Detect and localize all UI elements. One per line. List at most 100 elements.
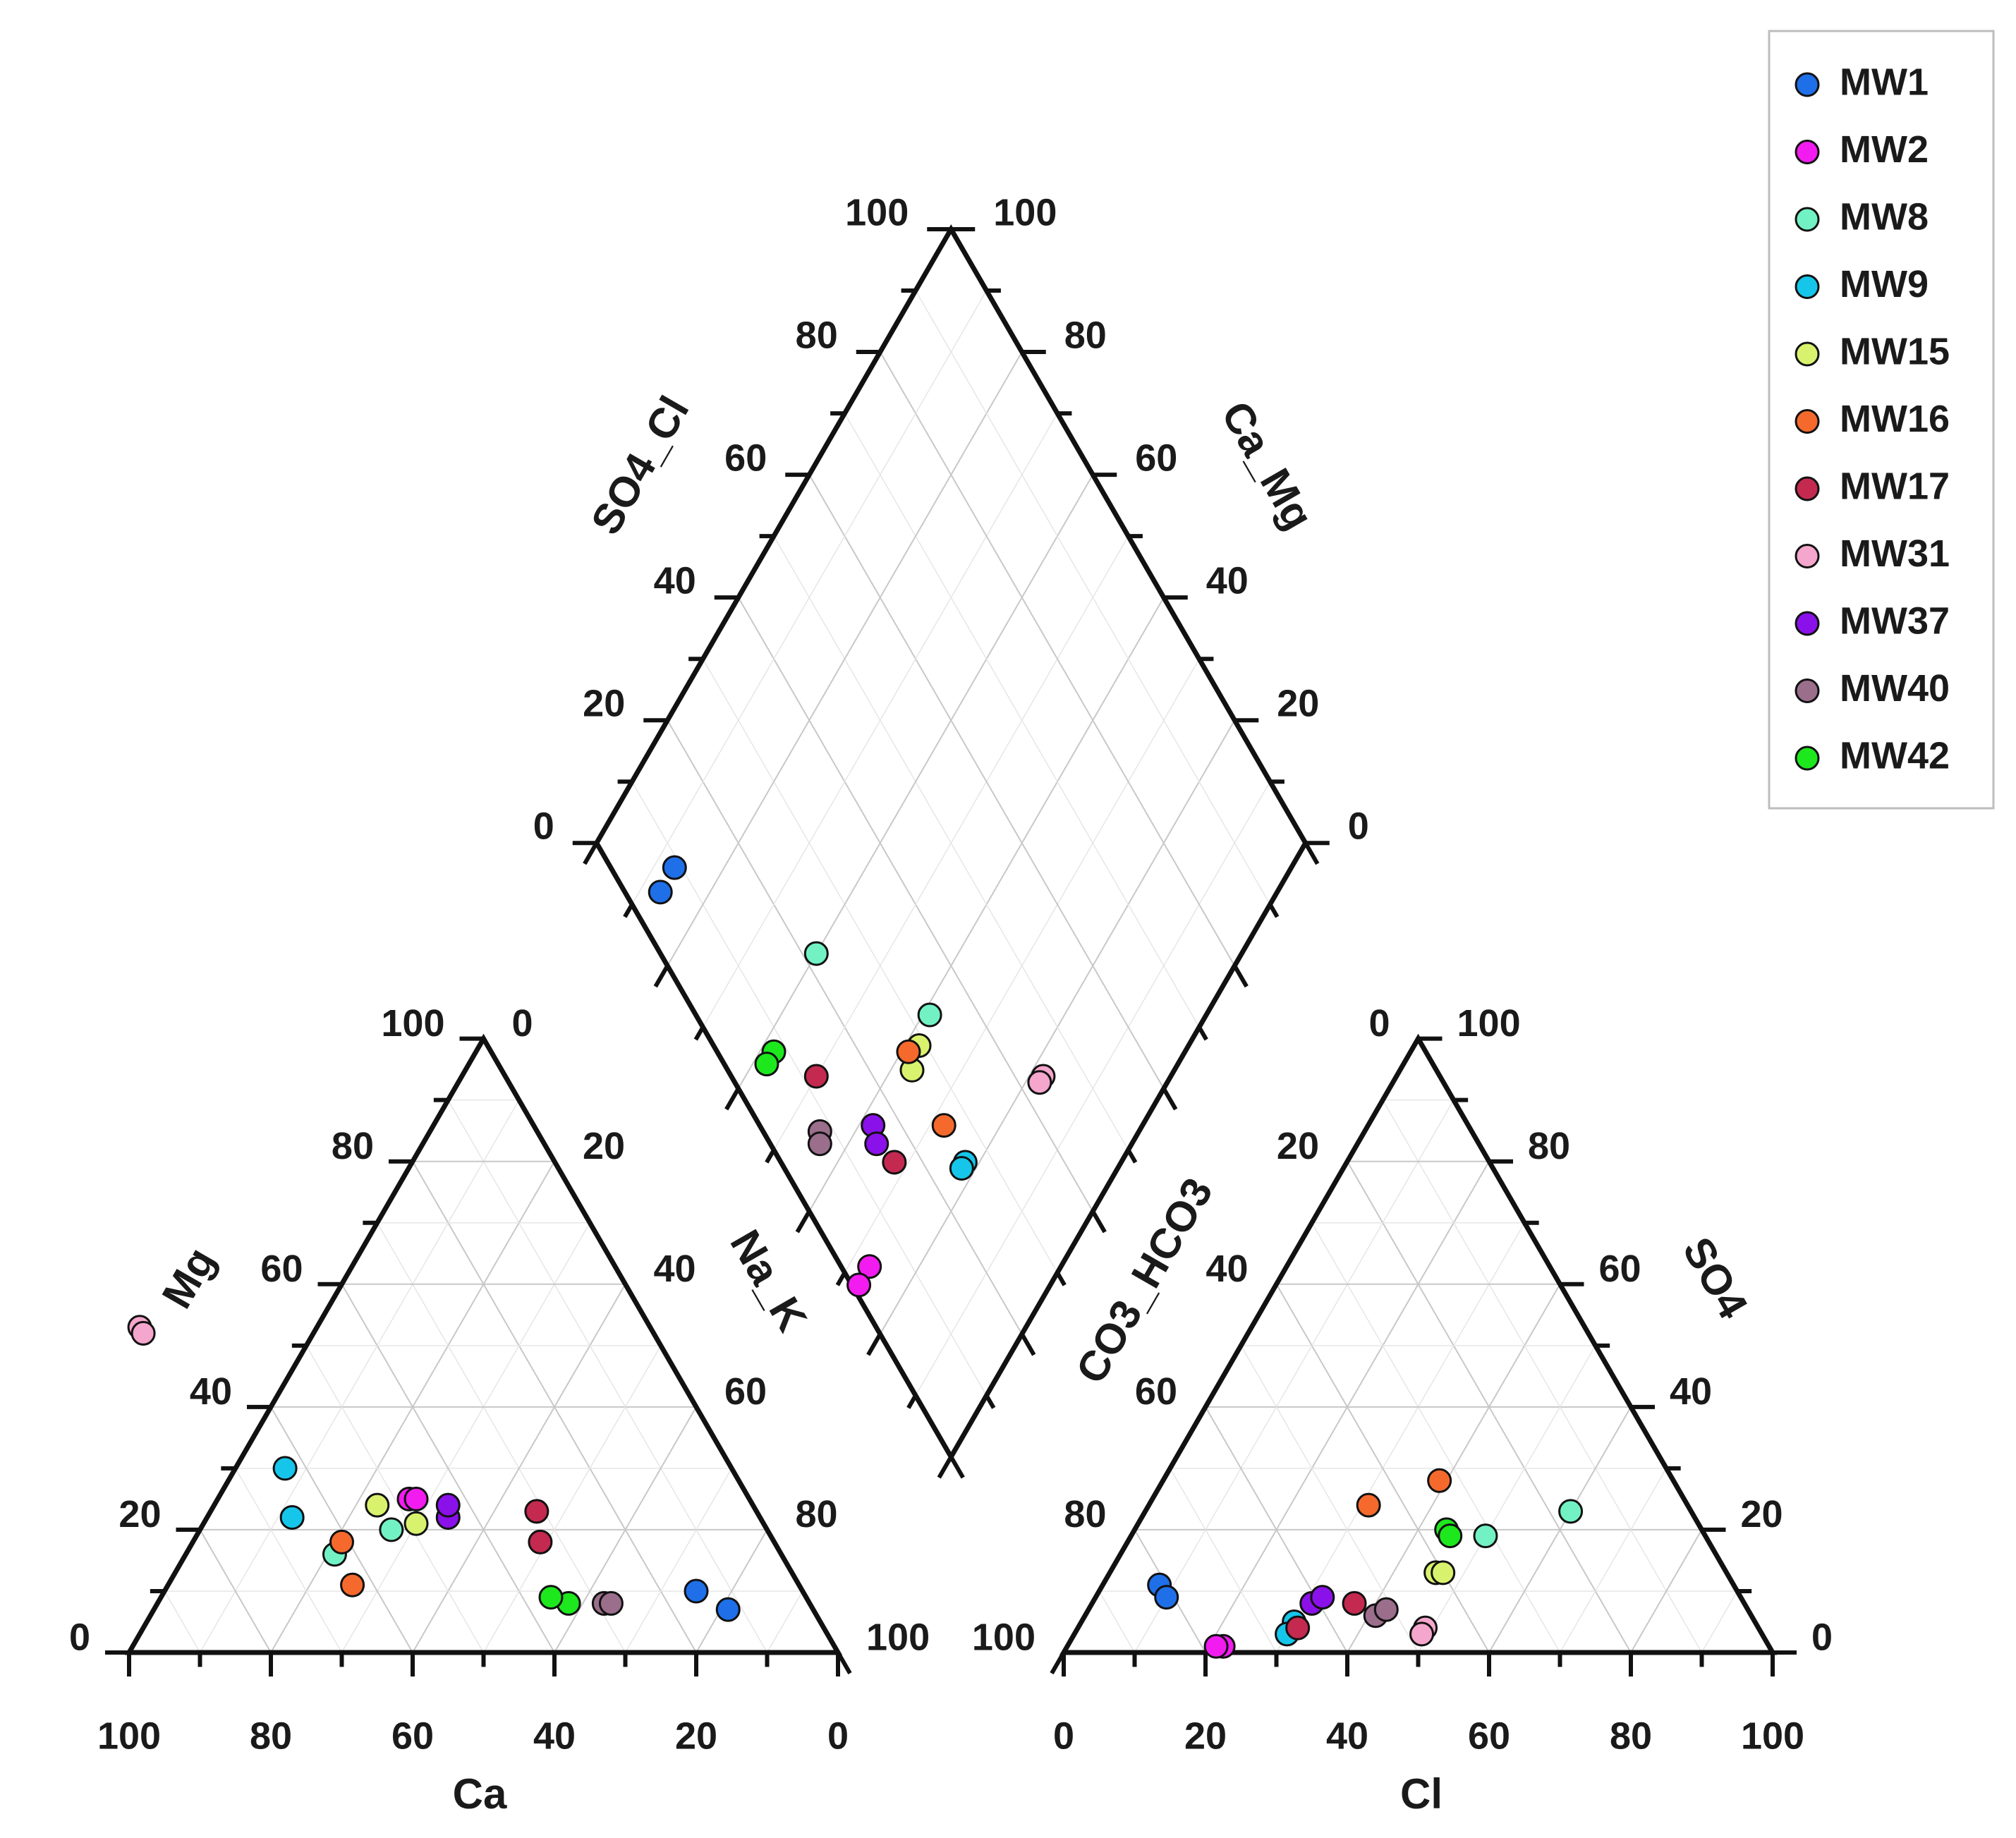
tick-mark <box>1304 841 1320 865</box>
legend-marker <box>1795 207 1820 232</box>
tick-mark <box>583 841 599 865</box>
grid-line <box>482 1345 662 1653</box>
tick-mark <box>724 1087 741 1111</box>
data-point-cation <box>379 1517 404 1542</box>
grid-line <box>1205 1406 1348 1653</box>
tick-label-ca-mg: 60 <box>1135 437 1177 479</box>
data-point-cation <box>365 1492 390 1518</box>
tick-labels: 0 0 0 0 0 0 0 0 20 20 20 20 20 20 20 20 40 40 40 40 40 40 40 40… <box>69 191 1833 1757</box>
legend-marker <box>1795 745 1820 771</box>
grid-line <box>1311 1222 1561 1653</box>
data-point-cation <box>403 1486 429 1511</box>
data-point-anion <box>1356 1492 1381 1518</box>
tick-label-mg: 40 <box>190 1370 232 1413</box>
grid-line <box>808 474 1165 1089</box>
legend-marker <box>1795 72 1820 97</box>
series-mw16 <box>329 1039 1452 1597</box>
axis-title-cl: Cl <box>1400 1770 1443 1818</box>
series-mw9 <box>272 1150 1307 1647</box>
data-point-anion <box>1154 1585 1179 1610</box>
data-point-cation <box>715 1597 741 1622</box>
data-point-diamond <box>864 1131 889 1157</box>
legend-label: MW8 <box>1840 195 1929 238</box>
data-point-cation <box>130 1320 156 1346</box>
tick-label-na-k: 60 <box>724 1370 767 1413</box>
data-point-anion <box>1438 1523 1463 1549</box>
axis-title-na-k: Na_K <box>721 1222 816 1339</box>
axis-title-so4: SO4 <box>1674 1229 1757 1327</box>
data-point-diamond <box>882 1150 907 1175</box>
data-point-cation <box>528 1529 553 1554</box>
legend-label: MW1 <box>1840 61 1929 103</box>
tick-mark <box>795 1210 811 1234</box>
legend-label: MW15 <box>1840 330 1950 372</box>
tick-label-so4-cl: 0 <box>533 805 554 848</box>
tick-label-so4-cl: 80 <box>796 314 838 356</box>
grid-line <box>844 413 1200 1028</box>
tick-mark <box>588 1222 600 1236</box>
data-point-cation <box>524 1499 549 1524</box>
data-point-diamond <box>803 1064 829 1089</box>
data-point-diamond <box>949 1156 974 1181</box>
data-point-cation <box>403 1511 429 1536</box>
tick-label-so4-cl: 40 <box>654 559 696 602</box>
tick-label-mg: 0 <box>69 1616 90 1658</box>
tick-mark <box>1302 1222 1314 1236</box>
series-mw2 <box>396 1254 1236 1659</box>
grid-lines <box>164 290 1738 1653</box>
grid-line <box>1134 1100 1455 1653</box>
legend-marker <box>1795 140 1820 164</box>
tick-mark <box>1090 1590 1101 1605</box>
legend: MW1 MW2 MW8 MW9 MW15 MW16 MW17 MW31 MW37 MW40 MW42 <box>1768 30 1995 810</box>
grid-line <box>766 1590 803 1653</box>
legend-label: MW42 <box>1840 734 1950 777</box>
data-point-anion <box>1373 1597 1399 1622</box>
tick-mark <box>659 1344 670 1359</box>
data-point-anion <box>1558 1499 1584 1524</box>
legend-marker <box>1795 476 1820 501</box>
data-point-anion <box>1427 1468 1452 1493</box>
tick-mark <box>1055 1272 1067 1286</box>
data-point-anion <box>1285 1615 1311 1641</box>
grid-line <box>235 1468 343 1653</box>
tick-mark <box>1020 1333 1036 1356</box>
tick-mark <box>1120 1528 1137 1552</box>
tick-mark <box>1404 1037 1421 1061</box>
grid-line <box>631 290 988 905</box>
tick-mark <box>1191 1406 1208 1429</box>
tick-mark <box>653 964 669 988</box>
tick-mark <box>984 1394 996 1409</box>
data-point-anion <box>1203 1633 1229 1659</box>
tick-mark <box>1091 1210 1107 1234</box>
plot-frames <box>124 224 1778 1655</box>
data-point-cation <box>598 1590 624 1616</box>
data-point-diamond <box>648 880 673 905</box>
tick-label-ca: 60 <box>391 1715 434 1757</box>
data-point-diamond <box>896 1039 921 1064</box>
data-point-anion <box>1342 1590 1367 1616</box>
grid-line <box>199 1529 272 1653</box>
tick-label-so4: 40 <box>1670 1370 1712 1413</box>
tick-mark <box>949 1456 965 1479</box>
tick-label-so4: 60 <box>1599 1248 1641 1290</box>
data-point-anion <box>1310 1585 1335 1610</box>
data-point-diamond <box>857 1254 882 1279</box>
tick-label-co3-hco3: 80 <box>1064 1493 1106 1535</box>
legend-label: MW2 <box>1840 128 1929 171</box>
grid-line <box>164 1590 201 1653</box>
grid-line <box>702 413 1058 1028</box>
legend-marker <box>1795 678 1820 703</box>
tick-mark <box>481 1037 498 1061</box>
data-point-anion <box>1473 1523 1498 1549</box>
grid-line <box>1170 1468 1277 1653</box>
tick-mark <box>906 1394 918 1409</box>
legend-marker <box>1795 544 1820 568</box>
axis-title-so4-cl: SO4_Cl <box>582 389 698 542</box>
tick-mark <box>835 1272 847 1286</box>
legend-marker <box>1795 274 1820 299</box>
data-point-cation <box>279 1505 305 1530</box>
grid-line <box>696 1529 768 1653</box>
legend-label: MW40 <box>1840 667 1950 710</box>
tick-label-ca: 0 <box>827 1715 849 1757</box>
axis-title-co3-hco3: CO3_HCO3 <box>1067 1170 1222 1392</box>
